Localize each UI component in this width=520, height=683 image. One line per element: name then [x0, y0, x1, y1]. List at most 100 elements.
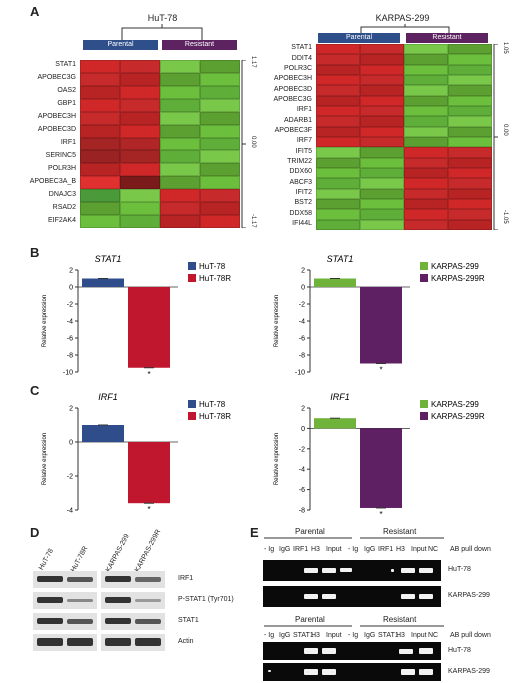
heatmap-cell [120, 72, 160, 86]
wb-row-pstat1: P-STAT1 (Tyr701) [178, 596, 234, 603]
chip1-parental: Parental [295, 527, 325, 536]
gene-label: TRIM22 [287, 157, 312, 165]
gene-label: IFIT2 [295, 188, 312, 196]
heatmap-cell [404, 157, 448, 168]
wb-lane-1: HuT-78 [38, 547, 55, 572]
heatmap-cell [360, 85, 404, 96]
heatmap-cell [404, 147, 448, 158]
gene-label: DDX58 [289, 209, 312, 217]
heatmap-right-group-resistant: Resistant [406, 33, 488, 43]
heatmap-cell [448, 85, 492, 96]
heatmap-cell [448, 147, 492, 158]
gel-band [419, 568, 433, 573]
y-tick-label: 2 [69, 268, 73, 275]
heatmap-cell [448, 188, 492, 199]
gel-band [304, 648, 318, 654]
bar-0 [82, 278, 124, 287]
heatmap-cell [200, 137, 240, 151]
heatmap-cell [120, 111, 160, 125]
gene-label: DNAJC3 [48, 190, 76, 198]
heatmap-cell [160, 98, 200, 112]
heatmap-cell [120, 98, 160, 112]
heatmap-cell [80, 215, 120, 228]
y-tick-label: -2 [67, 474, 73, 481]
gene-label: EIF2AK4 [47, 216, 76, 224]
significance-mark: * [147, 370, 150, 379]
chip-lane-label: IgG [364, 632, 376, 639]
bar-0 [314, 418, 356, 429]
heatmap-right-scale-max: 1.05 [502, 42, 508, 54]
gene-label: APOBEC3G [37, 74, 76, 82]
chip-lane-label: Input [326, 546, 342, 553]
heatmap-cell [316, 64, 360, 75]
heatmap-cell [316, 209, 360, 220]
heatmap-cell [404, 137, 448, 148]
heatmap-cell [316, 95, 360, 106]
panel-letter-e: E [250, 525, 259, 540]
legend-label: KARPAS-299R [431, 412, 485, 421]
gel-band [419, 648, 433, 654]
chip-lane-label: STAT1 [293, 632, 314, 639]
heatmap-cell [448, 157, 492, 168]
y-tick-label: 2 [301, 406, 305, 413]
gene-label: IFIT5 [295, 147, 312, 155]
heatmap-cell [160, 85, 200, 99]
heatmap-cell [80, 111, 120, 125]
y-tick-label: -6 [299, 487, 305, 494]
bar-1 [360, 287, 402, 364]
panel-letter-a: A [30, 4, 40, 19]
heatmap-cell [120, 137, 160, 151]
legend-label: KARPAS-299 [431, 262, 479, 271]
heatmap-right-scale-mid: 0.00 [502, 124, 508, 136]
heatmap-cell [404, 178, 448, 189]
y-tick-label: -4 [299, 467, 305, 474]
heatmap-cell [316, 116, 360, 127]
legend-swatch [420, 400, 428, 408]
heatmap-cell [160, 215, 200, 228]
legend-label: HuT-78R [199, 412, 231, 421]
wb-row-stat1: STAT1 [178, 617, 199, 624]
heatmap-cell [404, 64, 448, 75]
bar-chart-c-karpas299: IRF1 Relative expression 2 0 -2 -4 -6 -8 * KARPAS… [274, 392, 485, 518]
bar-0 [82, 425, 124, 442]
gene-label: POLR3H [47, 164, 76, 172]
heatmap-cell [404, 188, 448, 199]
heatmap-cell [160, 150, 200, 164]
heatmap-cell [360, 106, 404, 117]
heatmap-cell [316, 188, 360, 199]
heatmap-cell [360, 188, 404, 199]
y-tick-label: -2 [299, 446, 305, 453]
gene-label: IRF7 [296, 137, 312, 145]
chip1-gel-karpas [263, 586, 441, 607]
heatmap-cell [120, 176, 160, 190]
gene-label: GBP1 [57, 100, 76, 108]
heatmap-cell [404, 126, 448, 137]
heatmap-cell [316, 54, 360, 65]
heatmap-cell [448, 116, 492, 127]
gene-label: POLR3C [283, 64, 312, 72]
heatmap-cell [80, 150, 120, 164]
heatmap-left-title: HuT-78 [147, 13, 178, 23]
heatmap-cell [360, 44, 404, 55]
chip2-resistant: Resistant [383, 615, 417, 624]
heatmap-cell [448, 178, 492, 189]
heatmap-cell [404, 85, 448, 96]
y-tick-label: 0 [69, 440, 73, 447]
heatmap-cell [316, 219, 360, 230]
legend-swatch [420, 274, 428, 282]
gel-band [322, 648, 336, 654]
heatmap-cell [120, 215, 160, 228]
gel-band [322, 594, 336, 599]
heatmap-cell [160, 60, 200, 73]
heatmap-cell [160, 124, 200, 138]
heatmap-cell [448, 64, 492, 75]
heatmap-cell [160, 202, 200, 216]
heatmap-cell [160, 111, 200, 125]
heatmap-cell [160, 163, 200, 177]
chart-title: STAT1 [327, 254, 354, 264]
wb-lane-3: KARPAS-299 [105, 533, 131, 574]
heatmap-cell [404, 95, 448, 106]
heatmap-cell [200, 215, 240, 228]
heatmap-cell [360, 126, 404, 137]
heatmap-cell [80, 98, 120, 112]
